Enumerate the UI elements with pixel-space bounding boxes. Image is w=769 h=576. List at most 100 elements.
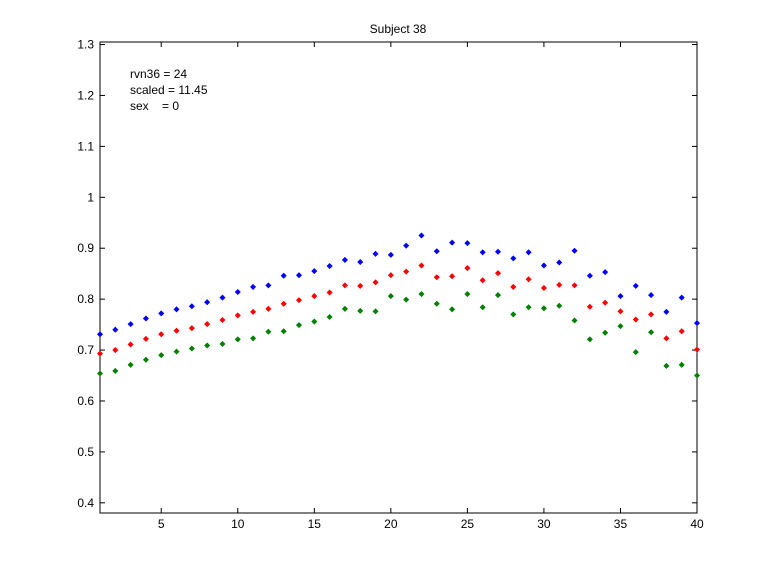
data-point (188, 303, 195, 310)
data-point (295, 322, 303, 329)
data-point (96, 370, 104, 377)
data-point (510, 283, 517, 290)
data-point (173, 327, 180, 334)
data-point (449, 273, 456, 280)
data-point (449, 239, 456, 246)
data-point (357, 258, 364, 265)
x-tick-label: 20 (384, 517, 398, 531)
data-point (96, 350, 104, 357)
y-tick-label: 0.9 (77, 241, 94, 255)
chart-title: Subject 38 (370, 22, 427, 36)
data-point (250, 308, 257, 315)
data-point (387, 251, 394, 258)
data-point (341, 305, 348, 312)
data-point (403, 296, 410, 303)
data-point (295, 297, 303, 304)
data-point (372, 308, 379, 315)
data-point (265, 328, 272, 335)
data-point (663, 335, 670, 342)
data-point (540, 262, 547, 269)
data-point (173, 348, 180, 355)
data-point (433, 300, 440, 307)
data-point (479, 249, 486, 256)
data-point (96, 331, 104, 338)
x-tick-label: 35 (614, 517, 628, 531)
data-point (494, 270, 502, 277)
data-point (219, 294, 226, 301)
data-point (311, 268, 318, 275)
data-point (188, 325, 195, 332)
data-point (234, 312, 241, 319)
x-tick-label: 30 (537, 517, 551, 531)
y-tick-label: 1.1 (77, 139, 94, 153)
data-point (510, 311, 517, 318)
data-point (494, 292, 502, 299)
y-tick-label: 0.6 (77, 394, 94, 408)
data-point (219, 316, 226, 324)
data-point (648, 311, 655, 318)
data-point (311, 293, 318, 300)
data-point (234, 336, 241, 343)
data-point (280, 272, 287, 279)
data-point (617, 308, 624, 315)
data-point (648, 292, 655, 299)
data-point (372, 250, 379, 257)
data-point (540, 284, 547, 291)
data-point (112, 347, 119, 354)
data-point (234, 288, 241, 296)
data-point (173, 306, 180, 313)
data-point (280, 300, 287, 307)
y-tick-label: 1.3 (77, 38, 94, 52)
data-point (204, 321, 211, 328)
data-point (250, 335, 257, 342)
data-point (510, 255, 517, 262)
data-point (464, 265, 471, 272)
data-point (112, 326, 119, 333)
data-point (693, 320, 701, 327)
data-point (250, 283, 257, 290)
data-point (219, 340, 226, 347)
data-point (525, 249, 532, 256)
data-point (158, 331, 165, 338)
data-point (693, 346, 701, 353)
data-point (449, 306, 456, 313)
data-point (403, 268, 410, 275)
data-point (525, 276, 532, 283)
data-points (96, 232, 701, 379)
data-point (326, 263, 333, 270)
annotation-line-1: rvn36 = 24 (130, 67, 187, 81)
data-point (571, 282, 578, 289)
data-point (464, 240, 471, 247)
data-point (127, 341, 134, 348)
data-point (326, 313, 333, 320)
data-point (571, 247, 578, 254)
y-tick-label: 0.8 (77, 292, 94, 306)
data-point (479, 277, 486, 284)
data-point (540, 305, 547, 312)
data-point (602, 299, 609, 306)
data-point (556, 302, 563, 309)
data-point (525, 304, 532, 311)
data-point (418, 291, 425, 298)
data-point (678, 361, 685, 368)
data-point (341, 256, 348, 263)
y-tick-label: 1.2 (77, 88, 94, 102)
data-point (464, 291, 471, 298)
data-point (188, 345, 195, 352)
data-point (632, 282, 639, 289)
data-point (204, 342, 211, 349)
data-point (341, 282, 348, 289)
y-tick-label: 0.5 (77, 445, 94, 459)
data-point (112, 367, 119, 374)
data-point (586, 336, 593, 343)
data-point (617, 323, 624, 330)
y-tick-label: 1 (87, 190, 94, 204)
data-point (127, 361, 134, 368)
plot-frame (99, 41, 698, 514)
annotation-line-3: sex = 0 (130, 99, 179, 113)
x-tick-label: 10 (231, 517, 245, 531)
data-point (158, 310, 165, 317)
data-point (403, 242, 410, 249)
series-2 (96, 262, 701, 357)
